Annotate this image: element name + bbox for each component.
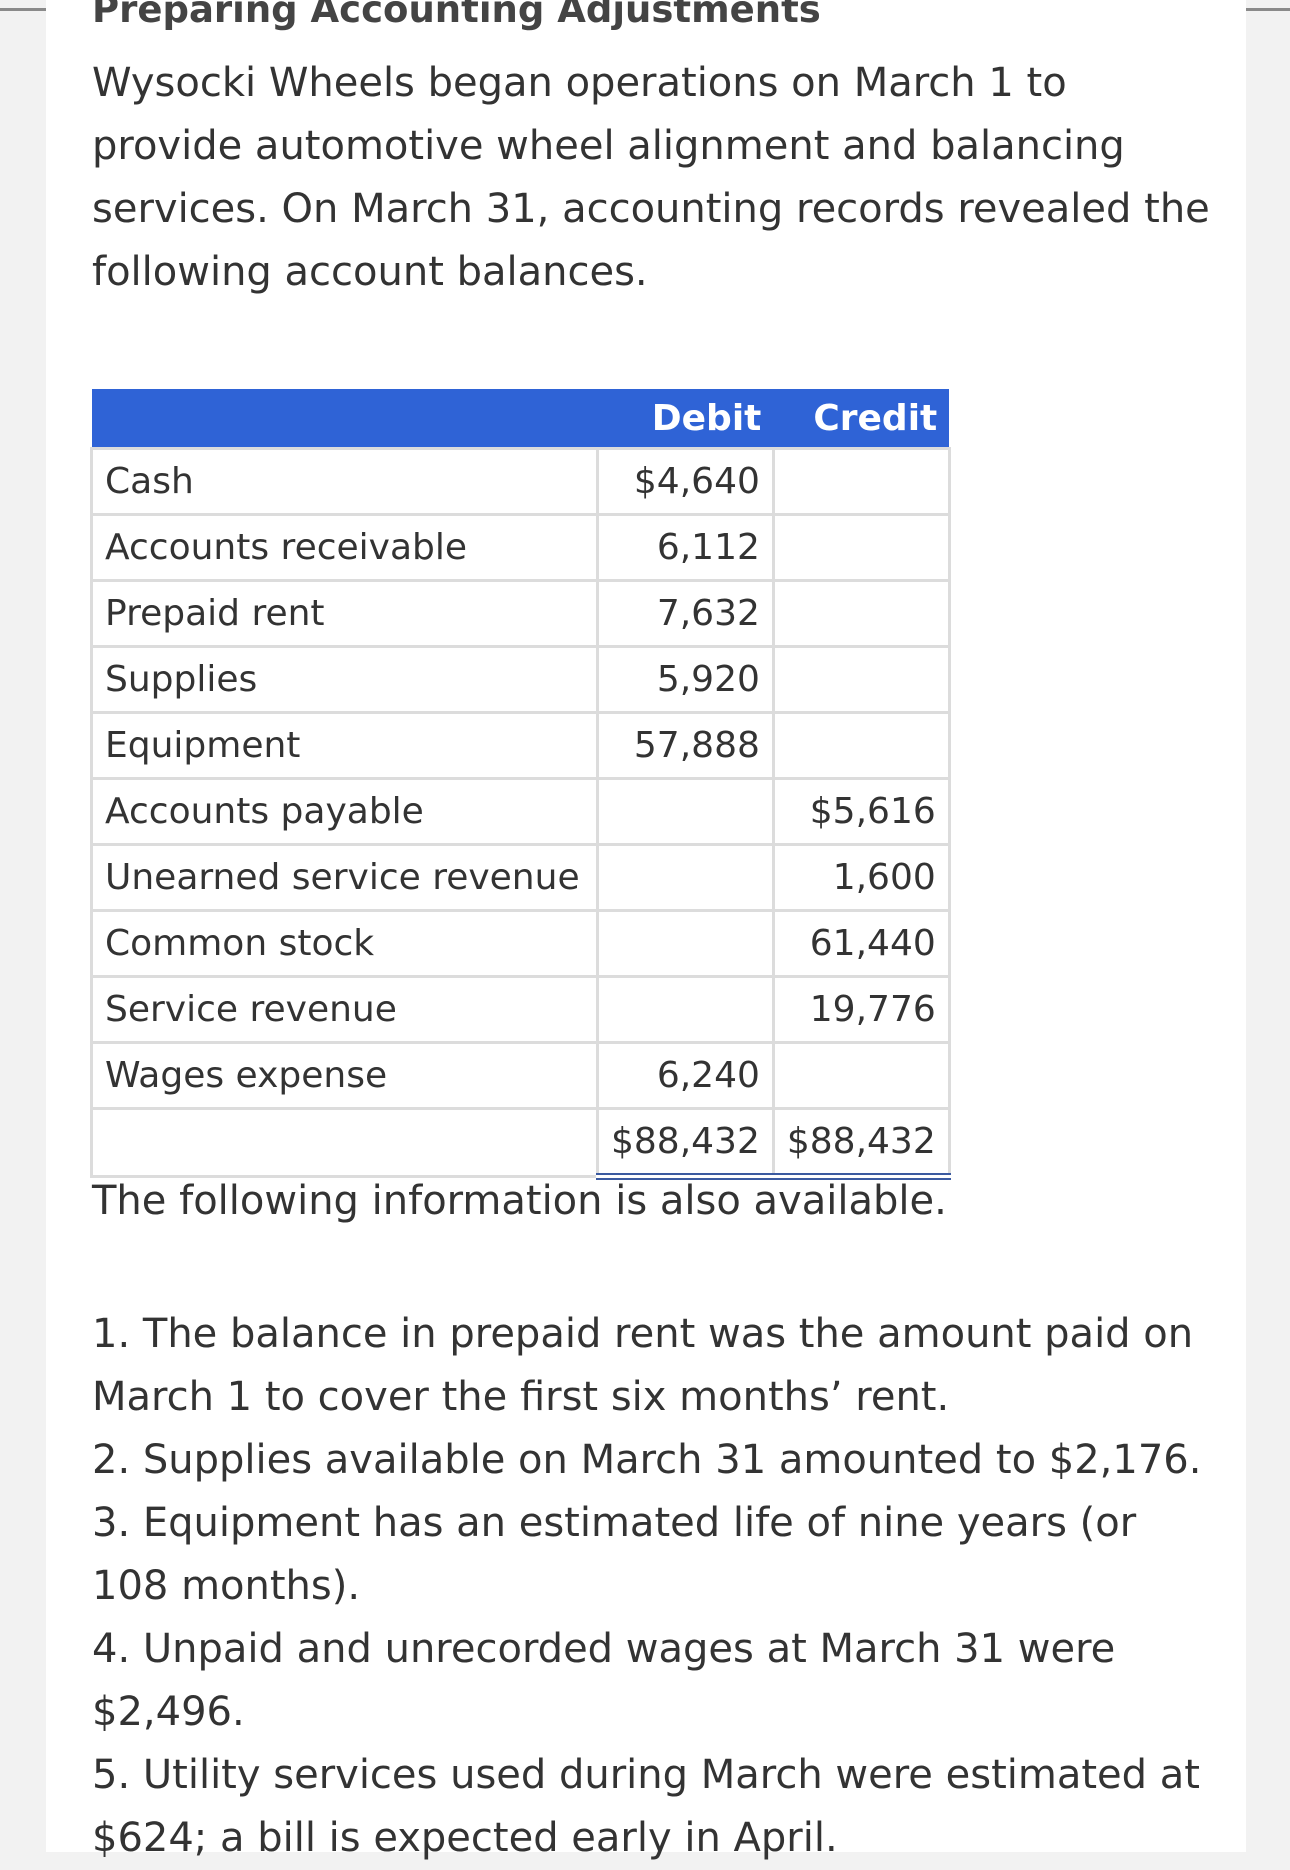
debit-header: Debit xyxy=(597,389,774,449)
problem-title: Preparing Accounting Adjustments xyxy=(92,0,821,31)
table-row: Wages expense 6,240 xyxy=(90,1041,951,1110)
credit-amount xyxy=(771,579,951,648)
credit-header: Credit xyxy=(773,389,950,449)
account-name: Unearned service revenue xyxy=(90,843,599,912)
list-item: 1. The balance in prepaid rent was the a… xyxy=(92,1311,1194,1420)
account-name: Service revenue xyxy=(90,975,599,1044)
debit-amount: 57,888 xyxy=(596,711,775,780)
credit-amount xyxy=(771,1041,951,1110)
list-item: 4. Unpaid and unrecorded wages at March … xyxy=(92,1626,1116,1735)
list-item: 2. Supplies available on March 31 amount… xyxy=(92,1437,1202,1483)
total-credit: $88,432 xyxy=(771,1107,951,1180)
account-name: Accounts receivable xyxy=(90,513,599,582)
table-row: Prepaid rent 7,632 xyxy=(90,579,951,648)
table-row: Service revenue 19,776 xyxy=(90,975,951,1044)
adjustment-list: 1. The balance in prepaid rent was the a… xyxy=(92,1303,1202,1870)
table-row: Accounts payable $5,616 xyxy=(90,777,951,846)
account-name: Equipment xyxy=(90,711,599,780)
followup-text: The following information is also availa… xyxy=(92,1178,947,1224)
account-name: Supplies xyxy=(90,645,599,714)
credit-amount: $5,616 xyxy=(771,777,951,846)
debit-amount xyxy=(596,777,775,846)
credit-amount xyxy=(771,711,951,780)
problem-intro: Wysocki Wheels began operations on March… xyxy=(92,60,1210,295)
total-row: $88,432 $88,432 xyxy=(90,1107,951,1180)
account-header xyxy=(91,389,598,449)
account-name: Wages expense xyxy=(90,1041,599,1110)
credit-amount xyxy=(771,645,951,714)
trial-balance-table: Debit Credit Cash $4,640 Accounts receiv… xyxy=(90,389,951,1180)
table-row: Cash $4,640 xyxy=(90,447,951,516)
table-row: Unearned service revenue 1,600 xyxy=(90,843,951,912)
account-name: Accounts payable xyxy=(90,777,599,846)
list-item: 5. Utility services used during March we… xyxy=(92,1752,1200,1861)
credit-amount: 19,776 xyxy=(771,975,951,1044)
total-debit: $88,432 xyxy=(596,1107,775,1180)
debit-amount: 6,112 xyxy=(596,513,775,582)
debit-amount xyxy=(596,843,775,912)
credit-amount xyxy=(771,447,951,516)
credit-amount: 1,600 xyxy=(771,843,951,912)
account-name: Prepaid rent xyxy=(90,579,599,648)
debit-amount: $4,640 xyxy=(596,447,775,516)
credit-amount: 61,440 xyxy=(771,909,951,978)
credit-amount xyxy=(771,513,951,582)
debit-amount xyxy=(596,909,775,978)
debit-amount xyxy=(596,975,775,1044)
table-row: Accounts receivable 6,112 xyxy=(90,513,951,582)
table-header-row: Debit Credit xyxy=(91,389,950,449)
list-item: 3. Equipment has an estimated life of ni… xyxy=(92,1500,1137,1609)
total-label xyxy=(90,1107,599,1178)
debit-amount: 7,632 xyxy=(596,579,775,648)
debit-amount: 5,920 xyxy=(596,645,775,714)
table-row: Supplies 5,920 xyxy=(90,645,951,714)
account-name: Common stock xyxy=(90,909,599,978)
table-row: Common stock 61,440 xyxy=(90,909,951,978)
account-name: Cash xyxy=(90,447,599,516)
debit-amount: 6,240 xyxy=(596,1041,775,1110)
table-row: Equipment 57,888 xyxy=(90,711,951,780)
